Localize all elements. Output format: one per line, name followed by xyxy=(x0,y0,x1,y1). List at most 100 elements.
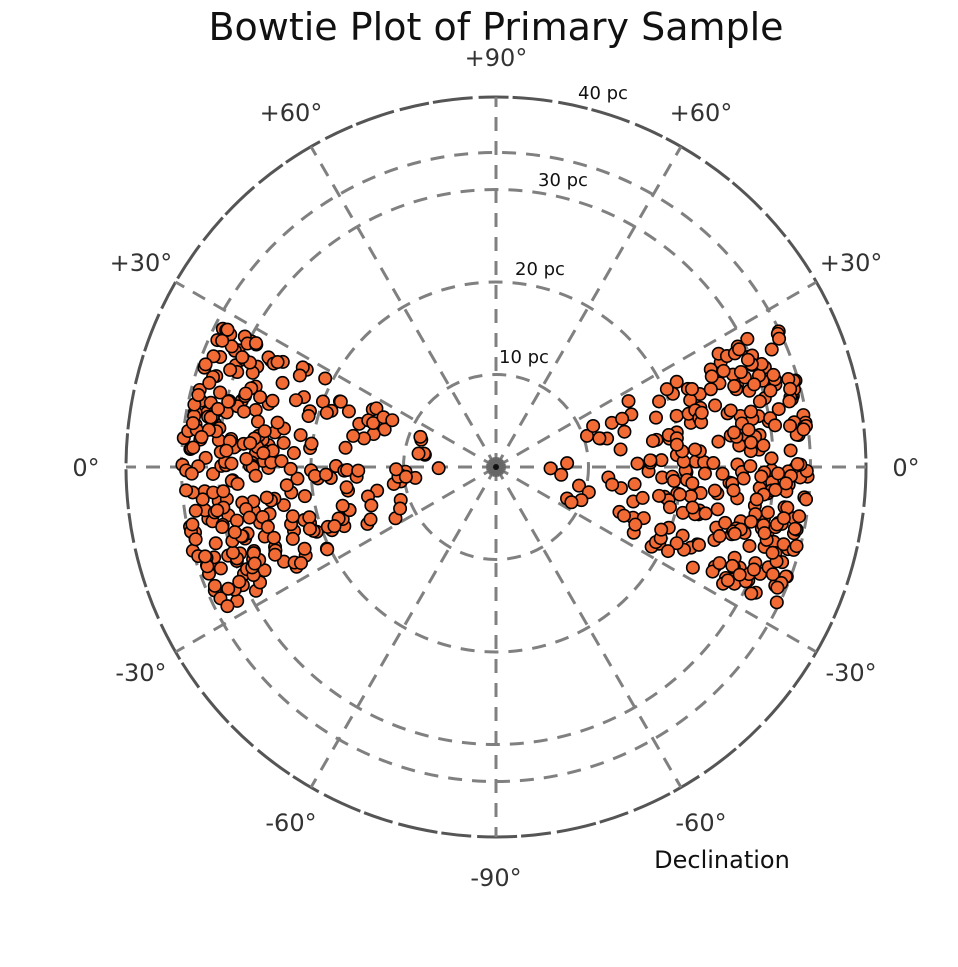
data-point xyxy=(768,482,783,497)
data-point xyxy=(293,428,308,443)
data-point xyxy=(776,511,791,526)
data-point xyxy=(243,436,258,451)
angle-tick-label: -60° xyxy=(265,809,316,837)
data-point xyxy=(778,476,793,491)
angle-tick-label: +60° xyxy=(260,99,323,127)
data-point xyxy=(672,487,687,502)
data-point xyxy=(787,521,802,536)
data-point xyxy=(366,415,381,430)
data-point xyxy=(744,435,759,450)
data-point xyxy=(260,519,275,534)
ring-label-30pc: 30 pc xyxy=(538,170,588,191)
data-point xyxy=(226,545,241,560)
data-point xyxy=(627,477,642,492)
spoke-120 xyxy=(309,145,498,468)
data-point xyxy=(184,466,199,481)
data-point xyxy=(747,377,762,392)
data-point xyxy=(669,374,684,389)
data-point xyxy=(385,413,400,428)
data-point xyxy=(220,322,235,337)
data-point xyxy=(393,501,408,516)
spoke-300 xyxy=(494,466,683,789)
data-point xyxy=(215,520,230,535)
data-point xyxy=(346,428,361,443)
data-point xyxy=(630,456,645,471)
data-point xyxy=(207,578,222,593)
data-point xyxy=(283,461,298,476)
data-point xyxy=(652,488,667,503)
data-point xyxy=(572,478,587,493)
ring-label-40pc: 40 pc xyxy=(578,83,628,104)
data-point xyxy=(743,459,758,474)
data-point xyxy=(662,500,677,515)
data-point xyxy=(560,456,575,471)
data-point xyxy=(198,357,213,372)
data-point xyxy=(285,509,300,524)
data-point xyxy=(185,517,200,532)
data-point xyxy=(744,586,759,601)
data-point xyxy=(796,422,811,437)
data-point xyxy=(613,442,628,457)
data-point xyxy=(297,541,312,556)
declination-axis-label: Declination xyxy=(654,846,790,874)
data-point xyxy=(194,429,209,444)
data-point xyxy=(725,558,740,573)
data-point xyxy=(188,532,203,547)
data-point xyxy=(765,545,780,560)
data-point xyxy=(772,331,787,346)
data-point xyxy=(746,562,761,577)
data-point xyxy=(783,418,798,433)
data-point xyxy=(740,352,755,367)
data-point xyxy=(369,401,384,416)
data-point xyxy=(213,385,228,400)
data-point xyxy=(707,483,722,498)
data-point xyxy=(302,510,317,525)
data-point xyxy=(666,473,681,488)
data-point xyxy=(351,463,366,478)
data-point xyxy=(285,531,300,546)
data-point xyxy=(431,461,446,476)
data-point xyxy=(210,503,225,518)
data-point xyxy=(708,398,723,413)
data-point xyxy=(586,418,601,433)
data-point xyxy=(770,580,785,595)
data-point xyxy=(413,429,428,444)
spoke-330 xyxy=(495,465,818,654)
data-point xyxy=(221,394,236,409)
data-point xyxy=(742,538,757,553)
data-point xyxy=(250,414,265,429)
data-point xyxy=(659,382,674,397)
spoke-150 xyxy=(174,280,497,469)
data-point xyxy=(754,469,769,484)
data-point xyxy=(697,466,712,481)
angle-tick-label: +30° xyxy=(820,249,883,277)
data-point xyxy=(652,394,667,409)
data-point xyxy=(270,355,285,370)
data-point xyxy=(215,333,230,348)
data-point xyxy=(744,514,759,529)
data-point xyxy=(363,512,378,527)
data-point xyxy=(335,498,350,513)
data-point xyxy=(712,556,727,571)
data-point xyxy=(398,469,413,484)
data-point xyxy=(749,492,764,507)
angle-tick-label: +30° xyxy=(110,249,173,277)
data-point xyxy=(726,483,741,498)
data-point xyxy=(691,537,706,552)
data-point xyxy=(765,567,780,582)
data-point xyxy=(617,424,632,439)
data-point xyxy=(783,381,798,396)
data-point xyxy=(782,394,797,409)
data-point xyxy=(741,422,756,437)
data-point xyxy=(198,549,213,564)
spoke-210 xyxy=(174,465,497,654)
data-point xyxy=(257,424,272,439)
data-point xyxy=(297,489,312,504)
data-point xyxy=(720,573,735,588)
data-point xyxy=(389,462,404,477)
data-point xyxy=(276,498,291,513)
data-point xyxy=(179,483,194,498)
data-point xyxy=(727,379,742,394)
data-point xyxy=(727,425,742,440)
